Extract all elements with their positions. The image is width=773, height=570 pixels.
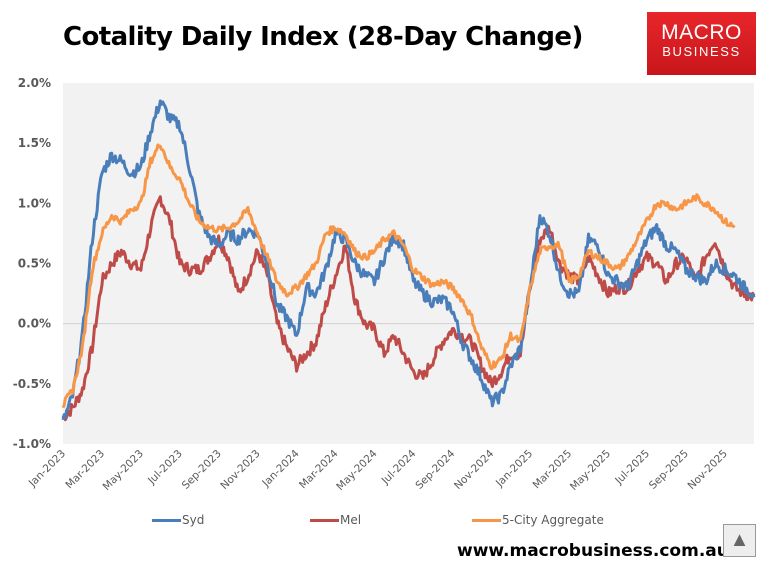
legend-label-syd: Syd <box>182 513 205 527</box>
y-axis: 2.0% 1.5% 1.0% 0.5% 0.0% -0.5% -1.0% <box>13 76 51 451</box>
line-chart: 2.0%1.5%1.0%0.5%0.0%-0.5%-1.0% Jan-2023M… <box>13 76 756 493</box>
x-tick-label: Sep-2024 <box>413 447 457 491</box>
series-mel-line <box>61 195 756 422</box>
x-tick-label: May-2023 <box>101 448 146 493</box>
series-group <box>61 99 756 422</box>
chart-title: Cotality Daily Index (28-Day Change) <box>63 22 583 52</box>
logo-line1: MACRO <box>661 21 742 44</box>
y-tick-label: -1.0% <box>13 437 51 451</box>
y-tick-label: 1.0% <box>18 196 51 210</box>
legend-item-5-city-aggregate: 5-City Aggregate <box>472 513 604 527</box>
legend-item-syd: Syd <box>152 513 204 527</box>
x-tick-label: Jul-2024 <box>379 447 419 487</box>
wolf-head-icon: ▲ <box>723 524 756 557</box>
y-tick-label: -0.5% <box>13 377 51 391</box>
legend-swatch-mel <box>310 518 339 522</box>
x-tick-label: Sep-2025 <box>647 448 691 492</box>
y-tick-label: 2.0% <box>18 76 51 90</box>
website-url: www.macrobusiness.com.au <box>457 541 729 561</box>
macrobusiness-logo: MACRO BUSINESS <box>647 12 756 75</box>
x-tick-label: Nov-2023 <box>218 448 262 492</box>
series-5-city-aggregate-line <box>61 143 736 409</box>
x-tick-label: May-2025 <box>568 448 613 493</box>
y-tick-label: 0.5% <box>18 257 51 271</box>
x-tick-label: Nov-2025 <box>686 448 730 492</box>
legend-swatch-syd <box>152 518 181 522</box>
x-tick-label: Jul-2025 <box>612 448 652 488</box>
x-tick-label: Sep-2023 <box>180 448 224 492</box>
legend-swatch-5-city-aggregate <box>472 518 501 522</box>
x-tick-label: Nov-2024 <box>452 447 497 492</box>
legend-label-5-city-aggregate: 5-City Aggregate <box>502 513 604 527</box>
x-tick-label: Jan-2025 <box>493 448 535 490</box>
y-tick-label: 1.5% <box>18 136 51 150</box>
x-tick-label: Jan-2023 <box>26 448 68 490</box>
legend: Syd Mel 5-City Aggregate <box>0 513 773 531</box>
x-tick-label: Jan-2024 <box>259 447 301 489</box>
legend-item-mel: Mel <box>310 513 361 527</box>
x-tick-label: Jul-2023 <box>145 448 185 488</box>
x-tick-label: May-2024 <box>334 447 380 493</box>
logo-line2: BUSINESS <box>662 44 741 59</box>
y-tick-label: 0.0% <box>18 317 51 331</box>
legend-label-mel: Mel <box>340 513 362 527</box>
